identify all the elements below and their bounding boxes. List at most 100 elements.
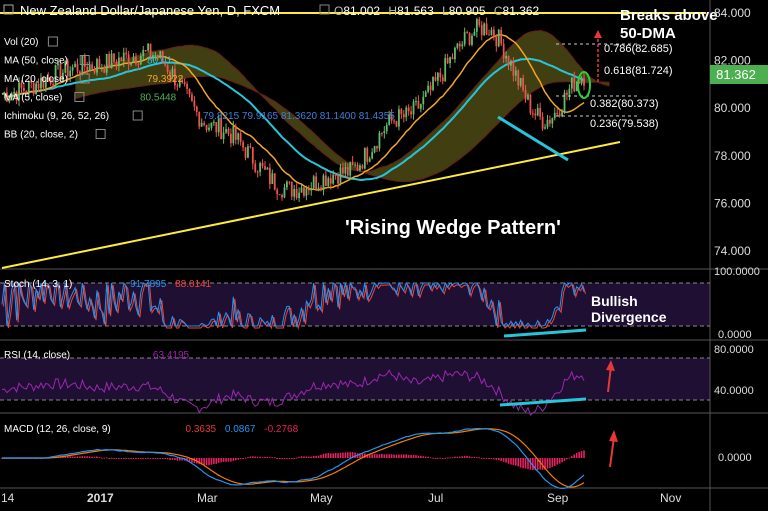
legend-settings-icon-5[interactable] (95, 129, 106, 139)
candle-body (458, 43, 461, 47)
macd-hist-bar (166, 458, 169, 460)
candle-body (580, 78, 583, 84)
legend-settings-icon-1[interactable] (79, 55, 90, 65)
rsi-line (1, 369, 585, 416)
time-tick-0: 14 (1, 491, 15, 505)
legend-settings-icon-4[interactable] (132, 110, 143, 121)
time-tick-6: Nov (660, 491, 681, 505)
macd-hist-bar (256, 456, 259, 458)
macd-hist-bar (546, 458, 549, 469)
candle-body (385, 124, 388, 132)
macd-hist-bar (276, 458, 278, 459)
chart-title: New Zealand Dollar/Japanese Yen, D, FXCM (20, 3, 280, 18)
candle-body (10, 93, 13, 99)
macd-hist-bar (103, 457, 106, 459)
candle-body (132, 56, 135, 63)
candle-body (573, 77, 576, 92)
candle-body (127, 54, 130, 65)
candle-body (135, 56, 137, 64)
macd-hist-bar (317, 455, 320, 458)
macd-hist-bar (437, 457, 439, 459)
candle-body (266, 167, 269, 170)
candle-body (120, 57, 123, 62)
candle-body (76, 63, 79, 72)
legend-settings-icon-3[interactable] (74, 92, 85, 102)
macd-hist-bar (463, 455, 466, 458)
candle-body (539, 107, 542, 117)
macd-hist-bar (169, 458, 171, 460)
legend-label-5: BB (20, close, 2) (4, 130, 78, 141)
candle-body (230, 133, 232, 144)
macd-hist-bar (454, 456, 456, 458)
candle-body (71, 67, 74, 71)
macd-hist-bar (242, 458, 244, 459)
macd-hist-bar (366, 454, 369, 458)
legend-settings-icon-2[interactable] (79, 73, 90, 84)
indicator-legend: Vol (20) MA (50, close) 80.01 MA (20, close… (4, 36, 395, 141)
stoch-d-line (3, 283, 586, 330)
stoch-lines (1, 281, 586, 330)
candle-body (478, 19, 481, 26)
candle-body (288, 181, 291, 183)
macd-hist-bar (378, 454, 381, 458)
candle-body (188, 88, 191, 95)
candle-body (473, 31, 476, 36)
candle-body (278, 194, 281, 196)
macd-hist-bar (259, 456, 261, 458)
rsi-band (0, 358, 710, 400)
candle-body (8, 98, 11, 102)
candle-body (422, 96, 425, 105)
settings-icon[interactable] (319, 4, 330, 15)
candle-body (74, 63, 76, 68)
candle-body (103, 67, 106, 73)
candle-body (454, 47, 456, 60)
candle-body (249, 146, 252, 148)
macd-hist-bar (444, 457, 446, 459)
macd-hist-bar (298, 456, 300, 458)
candle-body (390, 114, 393, 121)
macd-hist-bar (383, 454, 386, 458)
macd-hist-bar (118, 458, 120, 459)
macd-hist-bar (329, 453, 332, 458)
candle-body (100, 67, 103, 69)
candle-body (485, 23, 488, 35)
candle-body (305, 188, 308, 196)
collapse-icon[interactable] (3, 4, 14, 15)
time-tick-1: 2017 (87, 491, 114, 505)
candle-body (173, 68, 176, 86)
time-tick-4: Jul (428, 491, 443, 505)
price-pane (0, 0, 710, 268)
candle-body (368, 158, 371, 162)
candle-body (164, 61, 167, 65)
candle-body (237, 133, 240, 140)
macd-hist-bar (527, 458, 529, 470)
macd-hist-bar (300, 456, 303, 458)
legend-value-1: 80.01 (147, 56, 172, 67)
candle-body (54, 65, 57, 86)
candle-body (110, 53, 113, 69)
candle-body (544, 127, 546, 129)
candle-body (295, 188, 298, 199)
macd-hist-bar (91, 456, 93, 458)
candle-body (122, 52, 125, 62)
macd-hist-bar (234, 458, 237, 461)
candle-body (407, 107, 410, 112)
macd-hist-bar (278, 458, 281, 459)
macd-hist-bar (164, 458, 166, 459)
candle-body (42, 77, 45, 88)
macd-hist-bar (266, 456, 269, 458)
macd-hist-bar (439, 457, 442, 459)
candle-body (125, 52, 128, 55)
candle-body (281, 194, 283, 198)
macd-lines (1, 427, 585, 490)
candle-body (215, 122, 218, 133)
candle-body (105, 53, 108, 73)
candle-body (388, 114, 391, 125)
candle-body (217, 117, 220, 133)
candle-body (142, 50, 145, 57)
legend-settings-icon-0[interactable] (47, 36, 58, 47)
candle-body (98, 59, 101, 68)
candle-body (152, 55, 154, 58)
macd-hist-bar (76, 456, 79, 458)
bullish-label-2: Divergence (591, 309, 667, 325)
